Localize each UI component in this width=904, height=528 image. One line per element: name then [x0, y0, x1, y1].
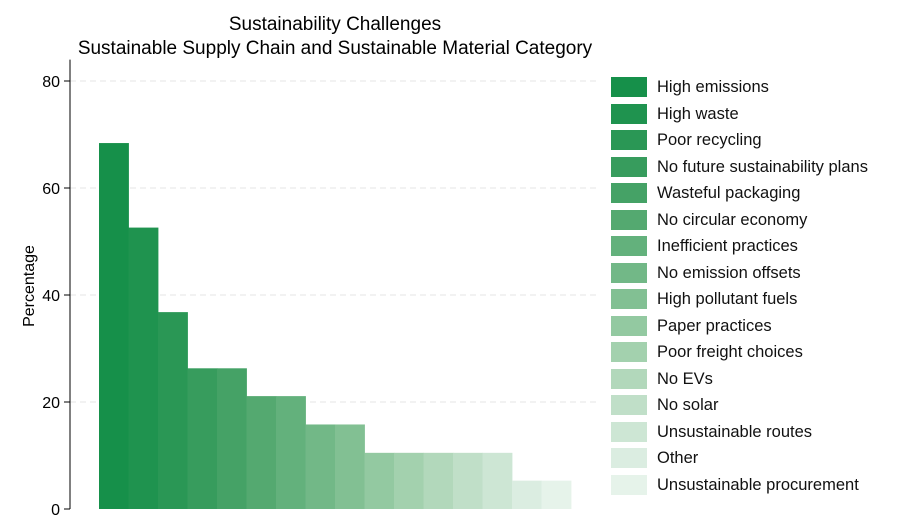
legend-label: No circular economy: [657, 210, 808, 229]
legend-label: High emissions: [657, 78, 769, 96]
legend-swatch: [611, 156, 647, 177]
legend-swatch: [611, 448, 647, 468]
legend-swatch: [611, 209, 647, 230]
gridlines: [70, 80, 596, 403]
legend-swatch: [611, 77, 647, 97]
legend-label: No emission offsets: [657, 263, 801, 282]
bar-other: [512, 480, 542, 509]
legend-label: No solar: [657, 396, 719, 414]
bar-no-solar: [453, 452, 483, 509]
y-tick-label: 80: [42, 74, 60, 91]
bar-paper-practices: [364, 452, 395, 509]
legend-swatch: [611, 315, 647, 336]
bar-poor-recycling: [158, 312, 188, 509]
legend-swatch: [611, 289, 647, 309]
y-axis-ticks: 0 20 40 60 80: [42, 74, 70, 519]
legend-label: No EVs: [657, 369, 713, 388]
y-tick-label: 0: [51, 502, 60, 519]
bar-wasteful-packaging: [217, 368, 247, 509]
legend-label: Poor freight choices: [657, 343, 803, 361]
legend-swatch: [611, 395, 647, 415]
legend-label: No future sustainability plans: [657, 157, 868, 176]
legend-swatch: [611, 236, 647, 256]
bar-inefficient-practices: [276, 396, 306, 509]
legend-label: Unsustainable routes: [657, 422, 813, 441]
bar-high-emissions: [99, 143, 129, 509]
legend-label: Unsustainable procurement: [657, 475, 859, 494]
legend-swatch: [611, 103, 647, 124]
legend-label: Paper practices: [657, 316, 772, 335]
legend-label: Inefficient practices: [657, 237, 798, 255]
bar-poor-freight-choices: [394, 452, 424, 509]
bar-no-circular-economy: [246, 396, 277, 509]
y-tick-label: 20: [42, 395, 60, 412]
legend-swatch: [611, 130, 647, 150]
bar-high-waste: [128, 227, 159, 509]
bar-unsustainable-routes: [482, 452, 513, 509]
bar-no-future-sustainability-plans: [187, 368, 218, 509]
legend-swatch: [611, 262, 647, 283]
legend-label: Other: [657, 449, 699, 467]
y-tick-label: 40: [42, 288, 60, 305]
legend-swatch: [611, 342, 647, 362]
y-tick-label: 60: [42, 181, 60, 198]
bars: [99, 143, 572, 509]
legend-swatch: [611, 183, 647, 203]
legend-label: High pollutant fuels: [657, 290, 798, 308]
legend-swatch: [611, 474, 647, 495]
bar-high-pollutant-fuels: [335, 424, 365, 509]
bar-no-evs: [423, 452, 454, 509]
bar-unsustainable-procurement: [541, 480, 572, 509]
legend-label: High waste: [657, 104, 739, 123]
legend-label: Poor recycling: [657, 131, 762, 149]
chart-subtitle: Sustainable Supply Chain and Sustainable…: [78, 38, 593, 59]
legend-swatch: [611, 421, 647, 442]
bar-no-emission-offsets: [305, 424, 336, 509]
legend-swatch: [611, 368, 647, 389]
legend-label: Wasteful packaging: [657, 184, 801, 202]
chart-title: Sustainability Challenges: [229, 14, 441, 35]
y-axis-label: Percentage: [21, 245, 38, 327]
